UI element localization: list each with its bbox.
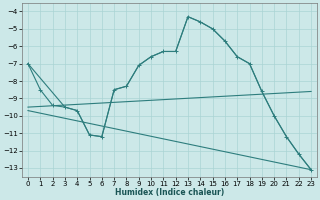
- X-axis label: Humidex (Indice chaleur): Humidex (Indice chaleur): [115, 188, 224, 197]
